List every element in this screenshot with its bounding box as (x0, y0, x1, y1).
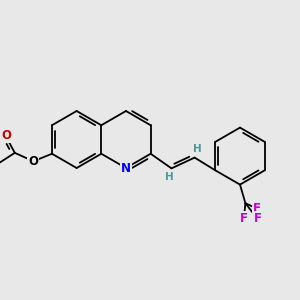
Text: F: F (240, 212, 248, 225)
Text: O: O (28, 155, 38, 168)
Text: H: H (165, 172, 173, 182)
Text: F: F (254, 212, 261, 225)
Text: N: N (121, 161, 131, 175)
Text: F: F (253, 202, 261, 215)
Text: O: O (2, 129, 11, 142)
Text: H: H (193, 144, 201, 154)
